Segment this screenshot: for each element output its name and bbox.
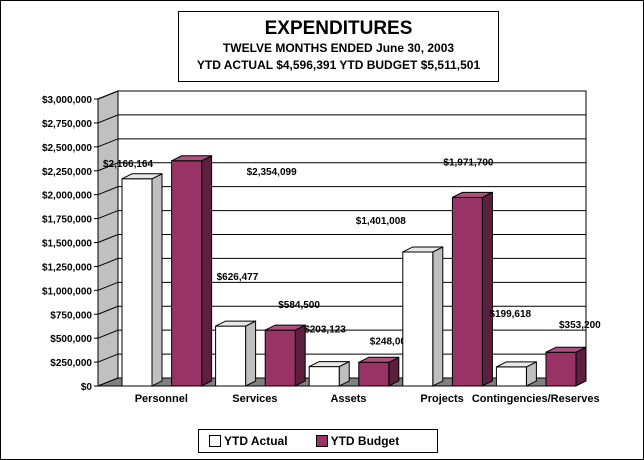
y-tick-label: $2,750,000 [42,119,92,130]
bar-projects-budget [451,196,483,387]
bar-top-projects-budget [452,191,493,198]
x-tick-label-projects: Projects [420,393,463,405]
bar-top-assets-actual [308,361,350,368]
bar-personnel-actual [121,178,153,387]
gridline [97,162,586,172]
y-tick-label: $3,000,000 [42,95,92,106]
gridline [97,90,586,100]
data-label-assets-budget: $248,002 [370,336,412,347]
bar-top-contingencies-actual [496,361,537,368]
bar-top-assets-budget [358,356,400,363]
bar-side-services-actual [245,320,257,387]
bar-side-projects-actual [432,246,444,387]
data-label-projects-budget: $1,971,700 [443,157,493,168]
bar-top-services-actual [215,320,256,327]
gridline [97,114,586,124]
bar-assets-actual [308,366,340,387]
legend-item-budget: YTD Budget [315,434,400,448]
gridline [97,210,586,220]
bar-services-budget [264,329,296,387]
bar-top-contingencies-budget [545,346,587,353]
y-tick-label: $1,500,000 [42,239,92,250]
data-label-assets-actual: $203,123 [304,325,346,336]
legend-item-actual: YTD Actual [209,434,288,448]
bar-top-personnel-actual [121,173,163,180]
data-label-personnel-budget: $2,354,099 [247,167,297,178]
y-tick-label: $1,250,000 [42,262,92,273]
bar-side-projects-budget [481,191,493,387]
bar-top-personnel-budget [171,155,212,162]
gridline [97,186,586,196]
bar-side-personnel-budget [201,154,213,387]
bar-side-personnel-actual [151,172,163,387]
data-label-projects-actual: $1,401,008 [356,216,406,227]
chart-subtitle-totals: YTD ACTUAL $4,596,391 YTD BUDGET $5,511,… [196,58,481,72]
bar-top-services-budget [264,324,306,331]
y-tick-label: $2,000,000 [42,191,92,202]
bar-services-actual [215,325,247,387]
chart-subtitle-period: TWELVE MONTHS ENDED June 30, 2003 [222,41,455,55]
y-tick-label: $750,000 [50,310,92,321]
bar-assets-budget [358,361,390,387]
bar-contingencies-actual [495,366,527,387]
data-label-services-actual: $626,477 [217,272,259,283]
x-tick-label-personnel: Personnel [135,393,188,405]
y-tick-label: $0 [81,382,93,393]
data-label-personnel-actual: $2,166,164 [103,159,153,170]
data-label-contingencies-budget: $353,200 [559,320,601,331]
data-label-services-budget: $584,500 [278,300,320,311]
x-tick-label-services: Services [232,393,277,405]
y-tick-label: $250,000 [50,358,92,369]
legend-swatch-budget [315,435,328,447]
legend-swatch-actual [209,435,221,447]
x-tick-label-contingencies: Contingencies/Reserves [472,393,600,405]
gridline [97,234,586,243]
title-box: EXPENDITURES TWELVE MONTHS ENDED June 30… [178,11,499,82]
y-tick-label: $1,000,000 [42,286,92,297]
bar-contingencies-budget [545,351,577,387]
data-label-contingencies-actual: $199,618 [489,309,531,320]
y-tick-label: $2,500,000 [42,143,92,154]
gridline [97,138,586,148]
legend: YTD Actual YTD Budget [198,429,438,453]
x-tick-label-assets: Assets [330,393,366,405]
bar-side-contingencies-budget [575,346,587,387]
legend-label-actual: YTD Actual [224,434,288,448]
y-tick-label: $1,750,000 [42,215,92,226]
bar-top-projects-actual [402,246,444,253]
y-tick-label: $500,000 [50,334,92,345]
chart-title: EXPENDITURES [264,18,413,39]
legend-label-budget: YTD Budget [330,434,400,448]
y-tick-label: $2,250,000 [42,167,92,178]
bar-personnel-budget [171,160,203,387]
bar-projects-actual [402,251,434,387]
